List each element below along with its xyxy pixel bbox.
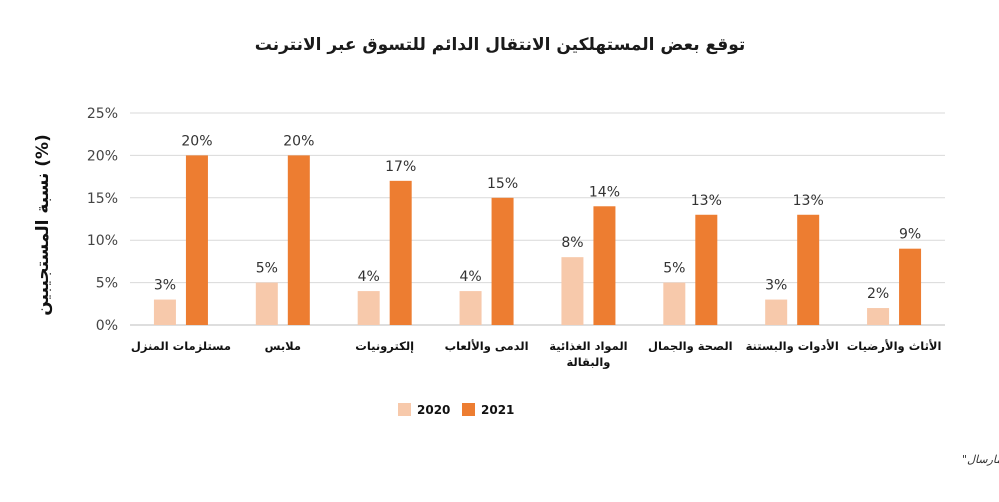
category-label: المواد الغذائية <box>549 339 627 354</box>
data-label-2021: 20% <box>181 133 212 149</box>
legend-swatch-2020 <box>398 403 411 416</box>
gridlines <box>130 112 945 326</box>
data-label-2021: 17% <box>385 159 416 175</box>
legend-label-2021: 2021 <box>481 403 514 417</box>
category-label: مستلزمات المنزل <box>131 339 231 353</box>
data-labels: 3% 20% 5% 20% 4% 17% 4% 15% 8% 14% 5% 13% 3% 13% 2% 9% <box>154 133 921 302</box>
data-label-2020: 4% <box>459 269 481 285</box>
y-tick-label: 5% <box>96 276 118 292</box>
source-note: المصدر: اقتصاديات التجزئة و"الفاريز ومار… <box>962 453 999 466</box>
category-label: الأثاث والأرضيات <box>847 339 942 354</box>
bar-2021 <box>593 206 616 325</box>
data-label-2021: 14% <box>589 184 620 200</box>
bar-2021 <box>899 248 922 325</box>
chart-title: توقع بعض المستهلكين الانتقال الدائم للتس… <box>255 35 746 55</box>
bar-2020 <box>255 282 278 325</box>
bar-2020 <box>867 308 890 325</box>
data-label-2020: 3% <box>765 278 787 294</box>
y-tick-label: 20% <box>87 148 118 164</box>
bar-2021 <box>695 214 718 325</box>
data-label-2021: 13% <box>691 193 722 209</box>
y-tick-label: 15% <box>87 191 118 207</box>
bar-2021 <box>185 155 208 325</box>
y-tick-label: 10% <box>87 233 118 249</box>
x-axis-categories: مستلزمات المنزل ملابس إلكترونيات الدمى والأ… <box>131 339 942 370</box>
legend-label-2020: 2020 <box>417 403 450 417</box>
bar-2020 <box>765 299 788 325</box>
category-label: الدمى والألعاب <box>445 339 529 354</box>
data-label-2021: 13% <box>793 193 824 209</box>
data-label-2020: 5% <box>663 261 685 277</box>
category-label: الأدوات والبستنة <box>746 339 839 354</box>
y-tick-label: 0% <box>96 318 118 334</box>
data-label-2020: 4% <box>358 269 380 285</box>
category-label: ملابس <box>265 339 301 353</box>
legend: 2020 2021 <box>398 403 514 417</box>
data-label-2021: 15% <box>487 176 518 192</box>
category-label: إلكترونيات <box>355 339 414 354</box>
data-label-2020: 8% <box>561 235 583 251</box>
data-label-2020: 5% <box>256 261 278 277</box>
data-label-2020: 2% <box>867 286 889 302</box>
bar-2020 <box>663 282 686 325</box>
data-label-2021: 9% <box>899 227 921 243</box>
bar-2021 <box>797 214 820 325</box>
y-tick-label: 25% <box>87 106 118 122</box>
category-label: الصحة والجمال <box>648 339 733 354</box>
data-label-2020: 3% <box>154 278 176 294</box>
bars <box>153 155 922 325</box>
category-label: والبقالة <box>566 355 610 370</box>
bar-2020 <box>357 291 380 325</box>
y-axis-label: نسبة المستجيبين (%) <box>33 134 53 316</box>
bar-2020 <box>459 291 482 325</box>
bar-2021 <box>287 155 310 325</box>
bar-2021 <box>491 197 514 325</box>
legend-swatch-2021 <box>462 403 475 416</box>
bar-2021 <box>389 180 412 325</box>
bar-2020 <box>153 299 176 325</box>
bar-2020 <box>561 257 584 325</box>
y-axis-ticks: 0% 5% 10% 15% 20% 25% <box>87 106 118 334</box>
data-label-2021: 20% <box>283 133 314 149</box>
